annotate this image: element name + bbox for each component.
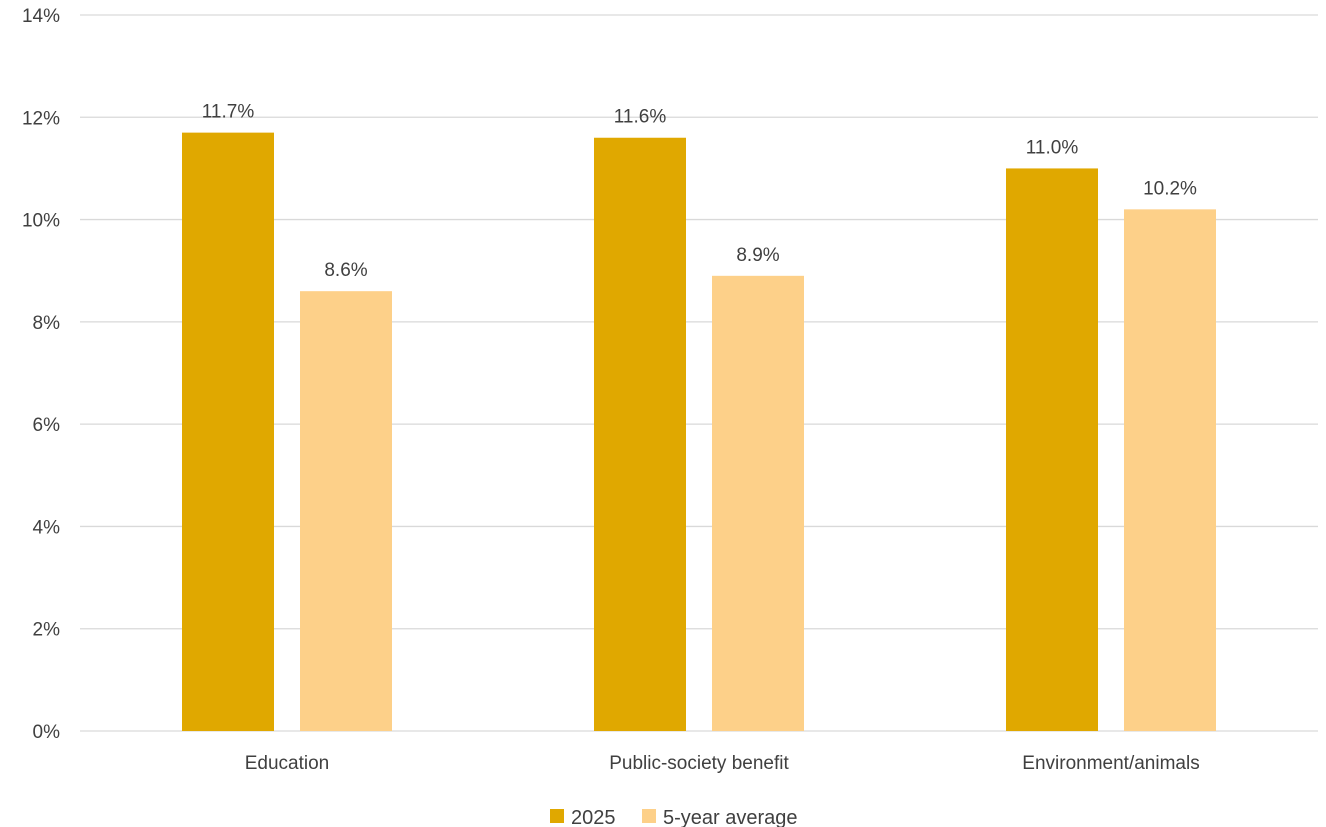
y-tick-label: 2% <box>33 620 61 641</box>
y-tick-label: 12% <box>22 108 60 129</box>
legend-swatch <box>642 809 656 823</box>
y-tick-label: 10% <box>22 211 60 232</box>
legend-label: 2025 <box>571 807 616 827</box>
legend-label: 5-year average <box>663 807 798 827</box>
legend-swatch <box>550 809 564 823</box>
data-label: 8.6% <box>324 260 367 281</box>
data-labels: 11.7% 11.6% 11.0% 8.6% 8.9% 10.2% <box>202 102 1197 282</box>
y-axis-tick-labels: 0% 2% 4% 6% 8% 10% 12% 14% <box>22 6 60 743</box>
bar-2025 <box>182 132 274 732</box>
gridlines <box>80 14 1318 732</box>
data-label: 8.9% <box>736 245 779 266</box>
y-tick-label: 0% <box>33 722 61 743</box>
bar-2025 <box>1006 168 1098 731</box>
y-tick-label: 6% <box>33 415 61 436</box>
bar-2025 <box>594 137 686 731</box>
data-label: 10.2% <box>1143 178 1197 199</box>
bar-5-year-average <box>300 291 392 731</box>
x-category-label: Education <box>245 753 330 774</box>
x-category-label: Public-society benefit <box>609 753 789 774</box>
y-tick-label: 4% <box>33 517 61 538</box>
y-tick-label: 14% <box>22 6 60 27</box>
data-label: 11.0% <box>1026 137 1079 158</box>
legend: 2025 5-year average <box>550 807 798 827</box>
bar-5-year-average <box>1124 209 1216 732</box>
bar-5-year-average <box>712 275 804 731</box>
bars <box>182 132 1216 732</box>
x-axis-category-labels: Education Public-society benefit Environme… <box>245 753 1200 774</box>
y-tick-label: 8% <box>33 313 61 334</box>
data-label: 11.6% <box>614 107 667 128</box>
x-category-label: Environment/animals <box>1022 753 1199 774</box>
data-label: 11.7% <box>202 102 255 123</box>
